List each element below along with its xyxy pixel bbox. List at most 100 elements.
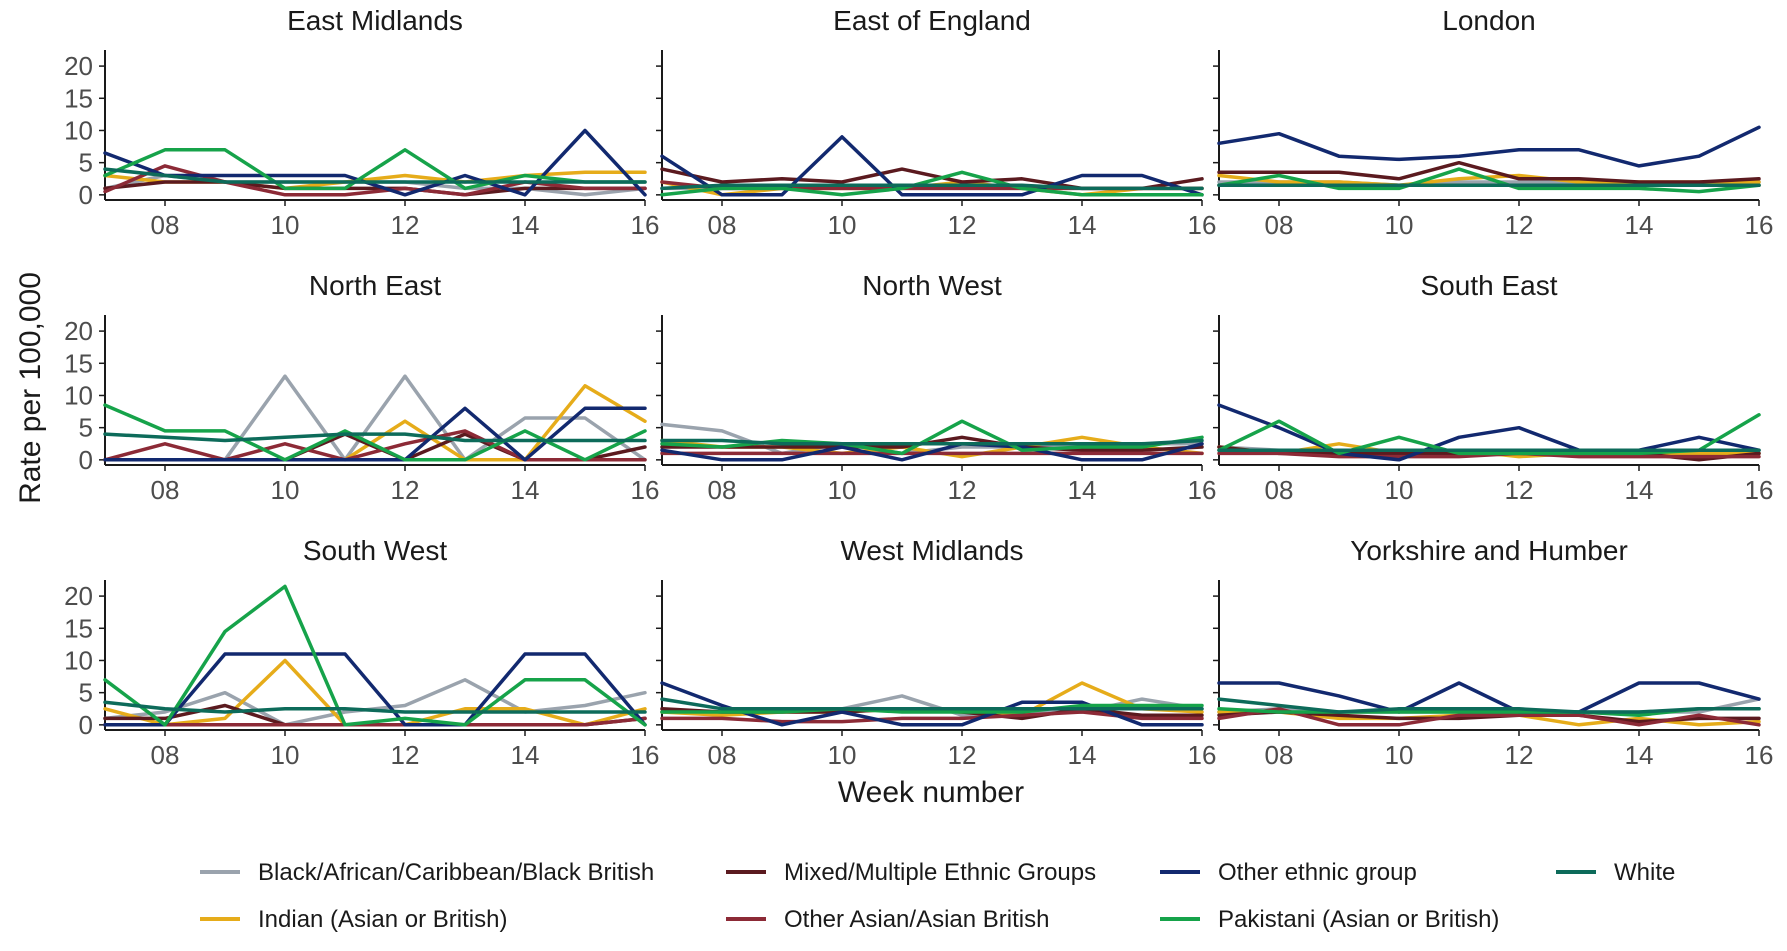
x-tick-label: 08 <box>151 210 180 240</box>
series-line-mixed-multiple-ethnic-groups <box>1217 160 1761 184</box>
x-tick-label: 10 <box>271 210 300 240</box>
y-tick-label: 15 <box>64 348 93 378</box>
y-tick-label: 15 <box>64 613 93 643</box>
x-tick-label: 08 <box>151 740 180 770</box>
series-line-white <box>1217 697 1761 714</box>
x-tick-label: 10 <box>828 475 857 505</box>
x-tick-label: 14 <box>511 475 540 505</box>
legend-item-indian-asian-or-british: Indian (Asian or British) <box>200 906 507 933</box>
x-tick-label: 08 <box>151 475 180 505</box>
series-line-other-ethnic-group <box>1217 681 1761 714</box>
x-tick-label: 16 <box>1188 210 1217 240</box>
legend-label: Black/African/Caribbean/Black British <box>258 859 654 886</box>
x-tick-label: 08 <box>1265 740 1294 770</box>
series-line-white <box>103 432 647 443</box>
panel-east-of-england: East of England 08 10 12 14 16 <box>656 5 1216 240</box>
x-tick-label: 14 <box>511 210 540 240</box>
x-tick-label: 16 <box>1188 740 1217 770</box>
y-tick-label: 5 <box>79 413 93 443</box>
y-axis-title: Rate per 100,000 <box>14 272 47 504</box>
y-tick-label: 10 <box>64 645 93 675</box>
x-tick-label: 08 <box>708 210 737 240</box>
series-line-white <box>660 438 1204 446</box>
x-tick-label: 16 <box>1745 740 1774 770</box>
y-tick-label: 15 <box>64 83 93 113</box>
series-line-mixed-multiple-ethnic-groups <box>103 180 647 197</box>
x-tick-label: 08 <box>1265 210 1294 240</box>
y-tick-label: 20 <box>64 51 93 81</box>
x-tick-label: 10 <box>828 740 857 770</box>
legend-label: Other ethnic group <box>1218 859 1417 886</box>
x-tick-label: 14 <box>1068 210 1097 240</box>
panel-yorkshire-and-humber: Yorkshire and Humber 08 10 12 14 16 <box>1213 535 1773 770</box>
series-line-other-ethnic-group <box>103 406 647 462</box>
series-line-other-asian-asian-british <box>103 716 647 727</box>
x-tick-label: 14 <box>511 740 540 770</box>
x-tick-label: 10 <box>1385 475 1414 505</box>
series-line-other-asian-asian-british <box>103 429 647 462</box>
series-line-other-ethnic-group <box>660 442 1204 462</box>
x-tick-label: 10 <box>271 740 300 770</box>
series-line-other-ethnic-group <box>1217 125 1761 168</box>
series-line-pakistani-asian-or-british <box>103 403 647 462</box>
x-tick-label: 12 <box>948 740 977 770</box>
x-tick-label: 14 <box>1625 475 1654 505</box>
y-tick-label: 5 <box>79 678 93 708</box>
y-tick-label: 0 <box>79 180 93 210</box>
panel-title: West Midlands <box>840 535 1023 566</box>
series-line-pakistani-asian-or-british <box>660 170 1204 197</box>
panel-north-west: North West 08 10 12 14 16 <box>656 270 1216 505</box>
x-tick-label: 12 <box>391 210 420 240</box>
series-line-other-ethnic-group <box>660 135 1204 197</box>
panel-title: North East <box>309 270 441 301</box>
x-tick-label: 08 <box>708 740 737 770</box>
series-line-white <box>660 697 1204 711</box>
x-tick-label: 08 <box>1265 475 1294 505</box>
x-tick-label: 12 <box>948 210 977 240</box>
x-tick-label: 12 <box>1505 740 1534 770</box>
legend-item-other-asian-asian-british: Other Asian/Asian British <box>726 906 1049 933</box>
x-tick-label: 08 <box>708 475 737 505</box>
legend-label: Mixed/Multiple Ethnic Groups <box>784 859 1096 886</box>
panel-london: London 08 10 12 14 16 <box>1213 5 1773 240</box>
y-tick-label: 20 <box>64 316 93 346</box>
x-tick-label: 10 <box>1385 740 1414 770</box>
panel-title: East of England <box>833 5 1031 36</box>
series-line-other-ethnic-group <box>660 681 1204 727</box>
legend-item-other-ethnic-group: Other ethnic group <box>1160 859 1417 886</box>
x-tick-label: 12 <box>391 740 420 770</box>
legend-item-black-african-caribbean-black-british: Black/African/Caribbean/Black British <box>200 859 654 886</box>
legend-item-pakistani-asian-or-british: Pakistani (Asian or British) <box>1160 906 1499 933</box>
series-line-other-asian-asian-british <box>1217 707 1761 727</box>
x-tick-label: 16 <box>631 210 660 240</box>
panel-title: East Midlands <box>287 5 463 36</box>
x-tick-label: 16 <box>631 740 660 770</box>
x-tick-label: 10 <box>1385 210 1414 240</box>
x-axis-title: Week number <box>838 776 1024 809</box>
x-tick-label: 14 <box>1625 210 1654 240</box>
series-line-other-ethnic-group <box>1217 403 1761 462</box>
y-tick-label: 5 <box>79 148 93 178</box>
series-line-pakistani-asian-or-british <box>1217 167 1761 194</box>
x-tick-label: 16 <box>1745 475 1774 505</box>
panel-title: London <box>1442 5 1535 36</box>
panel-title: Yorkshire and Humber <box>1350 535 1628 566</box>
panel-title: South West <box>303 535 447 566</box>
series-line-white <box>660 183 1204 191</box>
legend-label: White <box>1614 859 1675 886</box>
x-tick-label: 14 <box>1068 740 1097 770</box>
series-line-other-ethnic-group <box>103 652 647 727</box>
series-line-pakistani-asian-or-british <box>103 148 647 191</box>
legend-item-white: White <box>1556 859 1675 886</box>
x-tick-label: 12 <box>1505 210 1534 240</box>
x-tick-label: 10 <box>271 475 300 505</box>
x-tick-label: 16 <box>631 475 660 505</box>
legend-label: Indian (Asian or British) <box>258 906 507 933</box>
y-tick-label: 0 <box>79 445 93 475</box>
legend-label: Other Asian/Asian British <box>784 906 1049 933</box>
